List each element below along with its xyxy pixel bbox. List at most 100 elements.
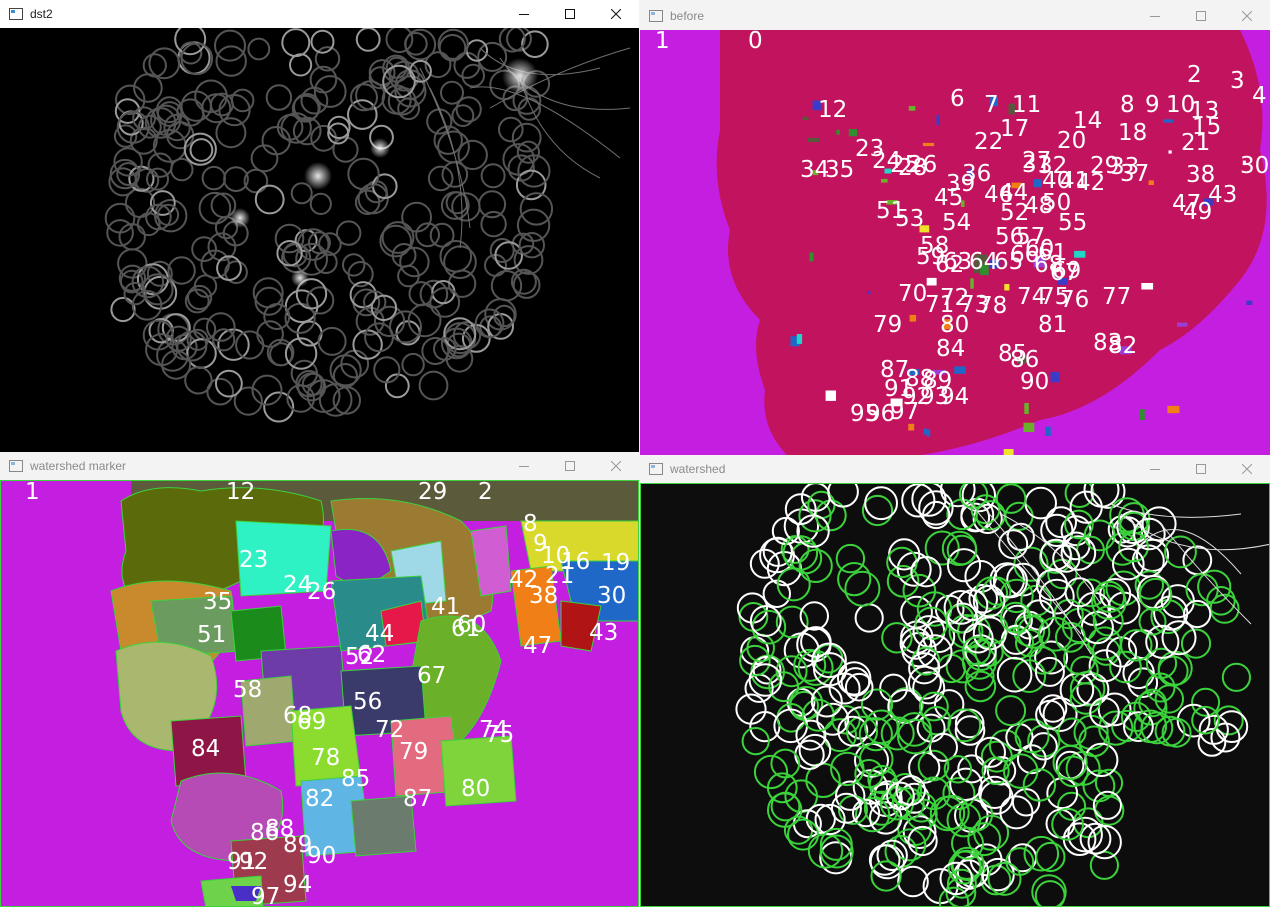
before-region-label: 51 (876, 198, 906, 224)
before-region-label: 41 (1060, 168, 1090, 194)
marker-region-label: 29 (418, 480, 448, 505)
before-region-label: 76 (1060, 287, 1090, 313)
marker-region-label: 56 (353, 689, 383, 715)
marker-region-label: 88 (265, 816, 295, 842)
maximize-icon (1196, 464, 1206, 474)
minimize-button[interactable] (1132, 2, 1178, 30)
marker-region-label: 43 (589, 620, 619, 646)
before-region-label: 4 (1252, 83, 1267, 109)
image-watershed-marker: 1 12 29 2 8 9 10 16 19 21 23 24 26 30 35 38 41 42 43 44 47 51… (0, 480, 639, 907)
marker-region-label: 12 (226, 480, 256, 505)
window-before[interactable]: before 1 0 2 3 4 12 6 7 11 8 9 10 13 14 15 17 18 22 20 21 23… (640, 2, 1270, 458)
marker-region-label: 47 (523, 633, 553, 659)
before-region-label: 66 (1010, 242, 1040, 268)
before-region-label: 42 (1076, 170, 1106, 196)
marker-region-label: 94 (283, 872, 313, 898)
distance-transform-image (104, 28, 631, 423)
maximize-icon (565, 461, 575, 471)
before-region-label: 1 (655, 30, 670, 54)
before-region-label: 43 (1208, 182, 1238, 208)
marker-region-label: 19 (601, 550, 631, 576)
titlebar-dst2[interactable]: dst2 (0, 0, 639, 28)
minimize-button[interactable] (1132, 455, 1178, 483)
before-region-label: 13 (1190, 98, 1220, 124)
opencv-window-icon (8, 458, 24, 474)
marker-region-label: 92 (239, 849, 269, 875)
window-watershed-marker[interactable]: watershed marker (0, 452, 639, 907)
maximize-button[interactable] (547, 452, 593, 480)
marker-region-label: 87 (403, 786, 433, 812)
before-region-label: 87 (880, 357, 910, 383)
close-button[interactable] (593, 452, 639, 480)
opencv-window-icon (648, 8, 664, 24)
marker-region-label: 80 (461, 776, 491, 802)
before-region-label: 37 (1120, 161, 1150, 187)
before-region-label: 39 (946, 171, 976, 197)
before-region-label: 47 (1172, 191, 1202, 217)
marker-region-label: 75 (485, 722, 515, 748)
titlebar-watershed-marker[interactable]: watershed marker (0, 452, 639, 480)
close-button[interactable] (593, 0, 639, 28)
minimize-button[interactable] (501, 452, 547, 480)
before-region-label: 89 (923, 368, 953, 394)
minimize-button[interactable] (501, 0, 547, 28)
marker-region-label: 21 (545, 563, 575, 589)
window-dst2[interactable]: dst2 (0, 0, 639, 456)
marker-region-label: 91 (227, 849, 257, 875)
marker-regions (110, 481, 638, 906)
before-region-label: 31 (1022, 152, 1052, 178)
maximize-button[interactable] (547, 0, 593, 28)
before-region-label: 36 (962, 161, 992, 187)
before-region-label: 48 (1024, 193, 1054, 219)
close-button[interactable] (1224, 2, 1270, 30)
marker-region-label: 24 (283, 572, 313, 598)
minimize-icon (519, 466, 529, 467)
before-region-label: 95 (850, 401, 880, 427)
before-region-label: 77 (1102, 284, 1132, 310)
marker-region-label: 82 (305, 786, 335, 812)
marker-region-label: 9 (533, 531, 548, 557)
marker-region-label: 10 (541, 543, 571, 569)
before-region-label: 74 (1017, 284, 1047, 310)
before-region-label: 86 (1010, 347, 1040, 373)
before-region-label: 84 (936, 336, 966, 362)
titlebar-watershed[interactable]: watershed (640, 455, 1270, 483)
before-region-label: 81 (1038, 312, 1068, 338)
maximize-button[interactable] (1178, 2, 1224, 30)
before-region-label: 97 (890, 399, 920, 425)
before-region-label: 53 (895, 206, 925, 232)
window-title: watershed (670, 462, 726, 476)
marker-region-label: 69 (297, 709, 327, 735)
before-region-label: 67 (1050, 260, 1080, 286)
marker-region-label: 79 (399, 739, 429, 765)
titlebar-before[interactable]: before (640, 2, 1270, 30)
before-region-label: 71 (925, 292, 955, 318)
before-region-label: 52 (1000, 200, 1030, 226)
before-regions (716, 30, 1267, 458)
marker-region-label: 35 (203, 589, 233, 615)
before-region-label: 24 (872, 148, 902, 174)
before-region-label: 93 (920, 384, 950, 410)
before-region-label: 85 (998, 341, 1028, 367)
marker-region-label: 97 (251, 884, 281, 907)
before-region-label: 80 (940, 312, 970, 338)
marker-region-label: 1 (25, 480, 40, 505)
before-region-label: 44 (999, 180, 1029, 206)
opencv-window-icon (8, 6, 24, 22)
before-region-label: 33 (1110, 154, 1140, 180)
window-watershed[interactable]: watershed (640, 455, 1270, 907)
before-region-label: 3 (1230, 68, 1245, 94)
image-before: 1 0 2 3 4 12 6 7 11 8 9 10 13 14 15 17 18 22 20 21 23 24 25 26 2… (640, 30, 1270, 458)
before-region-label: 78 (978, 293, 1008, 319)
image-watershed (640, 483, 1270, 907)
marker-region-label: 38 (529, 583, 559, 609)
before-region-label: 69 (1052, 258, 1082, 284)
before-region-label: 58 (920, 233, 950, 259)
maximize-button[interactable] (1178, 455, 1224, 483)
before-region-label: 61 (1038, 240, 1068, 266)
marker-region-label: 68 (283, 703, 313, 729)
marker-region-label: 23 (239, 547, 269, 573)
marker-region-label: 42 (509, 567, 539, 593)
before-region-label: 59 (916, 244, 946, 270)
close-button[interactable] (1224, 455, 1270, 483)
